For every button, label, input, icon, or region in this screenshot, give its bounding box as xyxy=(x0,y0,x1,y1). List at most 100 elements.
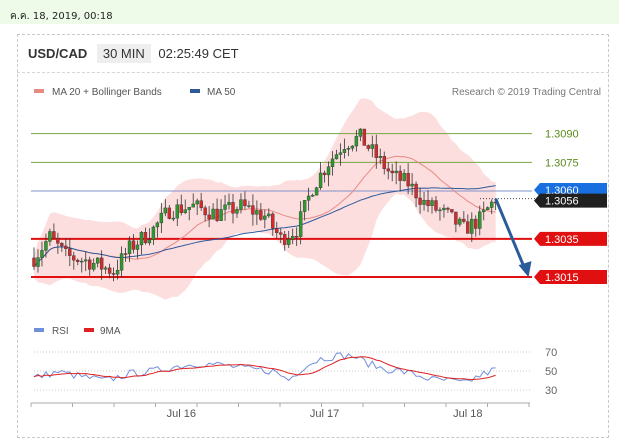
candle xyxy=(48,228,52,246)
ma50-legend-swatch xyxy=(190,89,200,93)
candle-body xyxy=(123,253,128,255)
candle-body xyxy=(52,231,56,239)
candle xyxy=(183,199,187,215)
ma20-legend-label: MA 20 + Bollinger Bands xyxy=(52,87,162,98)
candle xyxy=(191,193,195,208)
candle xyxy=(478,205,482,236)
rsi-level-label: 30 xyxy=(545,385,557,397)
candle-body xyxy=(139,232,144,246)
candle-body xyxy=(322,172,327,176)
candle-body xyxy=(302,200,307,212)
candle-body xyxy=(131,240,136,250)
candle-body xyxy=(227,202,231,206)
rsi-ma9-line xyxy=(33,356,496,381)
candle-body xyxy=(163,207,168,214)
candle-body xyxy=(398,170,402,181)
candle xyxy=(474,215,478,237)
resistance-2-label: 1.3090 xyxy=(545,129,579,141)
candle-body xyxy=(454,211,458,225)
candle xyxy=(123,247,128,262)
candle-body xyxy=(199,200,203,208)
candle xyxy=(91,258,96,272)
bollinger-bands xyxy=(34,98,496,300)
candle-body xyxy=(434,200,438,211)
candle xyxy=(247,200,251,209)
candle-body xyxy=(294,236,299,238)
rsi-line xyxy=(33,352,496,382)
candle xyxy=(354,130,359,152)
candle-body xyxy=(446,207,450,210)
candle xyxy=(390,163,394,182)
candle-body xyxy=(271,213,275,229)
candle-body xyxy=(40,250,44,258)
candle-body xyxy=(462,218,466,222)
candle-body xyxy=(362,128,367,146)
candle xyxy=(111,267,116,282)
candle-body xyxy=(207,214,211,220)
candle xyxy=(442,204,446,218)
candlesticks xyxy=(32,128,498,282)
candle-body xyxy=(247,205,251,207)
candle xyxy=(263,209,267,229)
candle xyxy=(271,212,275,236)
candle xyxy=(64,238,68,257)
candle-body xyxy=(386,168,390,172)
projection-arrow-shaft xyxy=(494,198,526,269)
candle xyxy=(76,258,80,266)
candle-body xyxy=(68,248,72,256)
candle xyxy=(107,263,112,279)
candle xyxy=(163,199,168,217)
candle-body xyxy=(342,149,347,153)
candle-body xyxy=(171,217,176,220)
candle-body xyxy=(326,166,331,176)
support-1-label: 1.3035 xyxy=(545,234,579,246)
candle-body xyxy=(338,152,343,155)
ma20-legend-swatch xyxy=(34,89,44,93)
candle-body xyxy=(44,241,48,251)
time-tick-label: Jul 18 xyxy=(453,408,482,420)
rsi-legend-label: RSI xyxy=(52,326,69,337)
candle-body xyxy=(36,257,40,267)
candle-body xyxy=(48,231,52,242)
candle-body xyxy=(267,213,271,217)
candle-body xyxy=(466,221,470,234)
candle xyxy=(294,227,299,247)
candle xyxy=(207,206,211,228)
candle xyxy=(470,212,474,243)
candle-body xyxy=(135,244,140,250)
candle xyxy=(115,259,120,280)
candle-body xyxy=(219,209,223,221)
candle-body xyxy=(179,204,183,213)
time-tick-label: Jul 17 xyxy=(310,408,339,420)
candle xyxy=(239,193,243,214)
candle xyxy=(139,231,144,255)
candle xyxy=(394,161,398,185)
candle xyxy=(362,128,367,146)
candle-body xyxy=(306,195,311,201)
candle xyxy=(378,148,382,165)
candle xyxy=(410,173,414,196)
candle xyxy=(302,200,307,221)
candle-body xyxy=(490,201,494,208)
candle xyxy=(80,257,84,273)
candle-body xyxy=(382,156,386,169)
candle xyxy=(235,206,239,218)
candle xyxy=(223,194,227,221)
candle xyxy=(330,151,335,176)
candle xyxy=(32,247,36,270)
candle xyxy=(56,232,60,254)
candle-body xyxy=(159,212,164,224)
candle xyxy=(374,134,378,169)
candle-body xyxy=(366,145,371,149)
candle-body xyxy=(259,210,263,220)
candle xyxy=(490,199,494,215)
candle xyxy=(406,163,410,195)
candle xyxy=(203,205,207,222)
candle xyxy=(143,227,148,245)
candle-body xyxy=(56,237,60,244)
header-separator xyxy=(17,72,609,73)
candle xyxy=(195,198,199,216)
candle xyxy=(287,230,291,248)
